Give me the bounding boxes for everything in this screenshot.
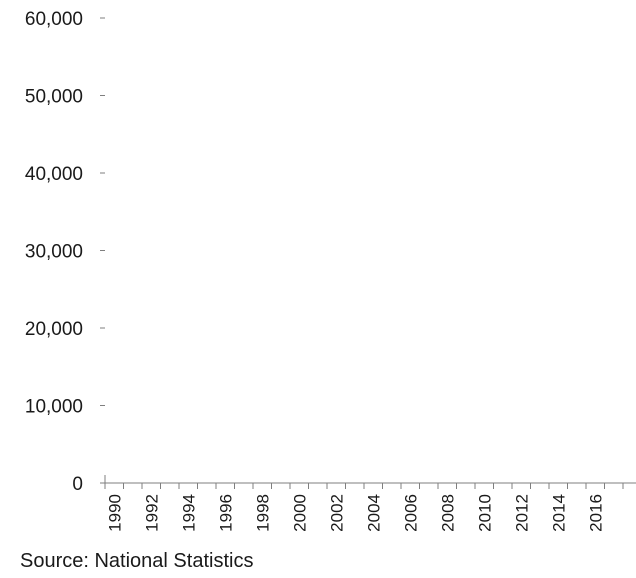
x-tick-label: 1994 — [179, 494, 198, 532]
y-tick-label: 10,000 — [25, 397, 83, 418]
y-axis: 0 10,000 20,000 30,000 40,000 50,000 60,000 — [25, 9, 106, 495]
x-tick-label: 2006 — [401, 494, 420, 532]
y-tick-label: 40,000 — [25, 164, 83, 185]
x-axis: 1990 1992 1994 1996 1998 2000 2002 2004 2006 2008… — [104, 475, 636, 532]
x-tick-label: 1992 — [142, 494, 161, 532]
x-tick-label: 2000 — [290, 494, 309, 532]
x-tick-label: 1996 — [216, 494, 235, 532]
x-tick-label: 2008 — [438, 494, 457, 532]
y-tick-label: 0 — [72, 474, 83, 495]
x-tick-label: 2012 — [512, 494, 531, 532]
x-tick-label: 2014 — [549, 494, 568, 532]
x-tick-label: 2004 — [364, 494, 383, 532]
x-tick-label: 1990 — [105, 494, 124, 532]
source-note: Source: National Statistics — [20, 550, 254, 572]
x-tick-label: 2010 — [475, 494, 494, 532]
y-tick-label: 50,000 — [25, 87, 83, 108]
x-tick-label: 2002 — [327, 494, 346, 532]
y-tick-label: 60,000 — [25, 9, 83, 30]
x-tick-label: 1998 — [253, 494, 272, 532]
y-tick-label: 20,000 — [25, 319, 83, 340]
x-tick-label: 2016 — [586, 494, 605, 532]
y-tick-label: 30,000 — [25, 242, 83, 263]
